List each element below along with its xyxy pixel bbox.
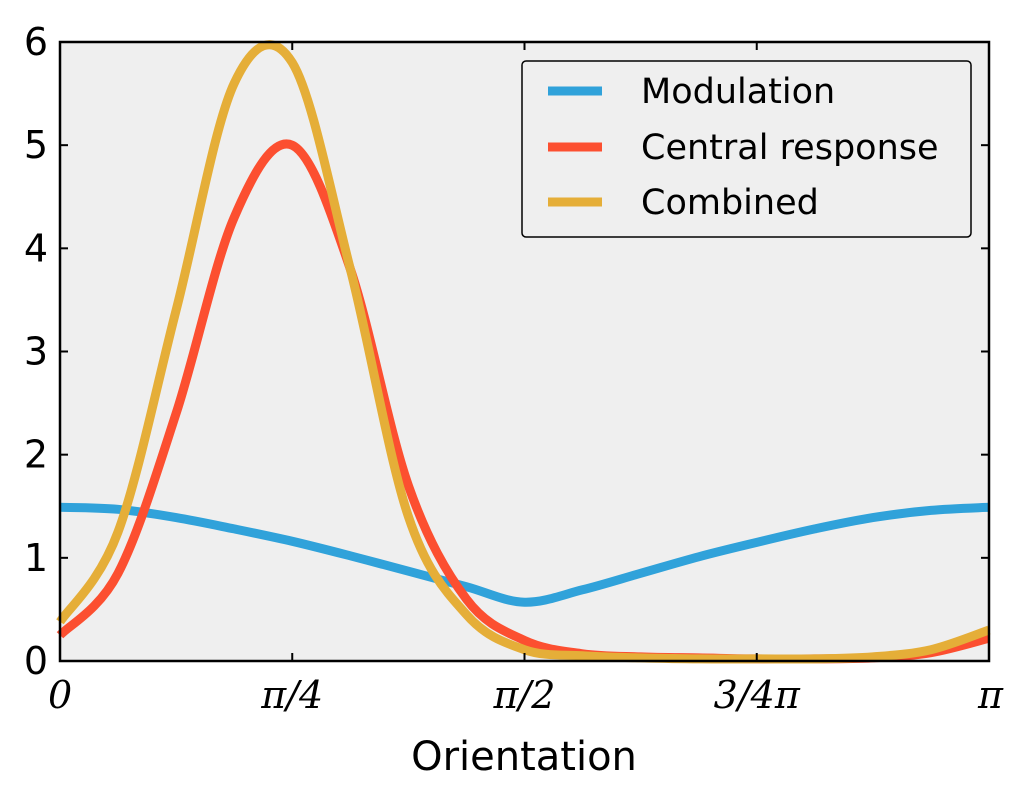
- x-tick-label: π/2: [493, 673, 556, 717]
- x-axis-ticks: 0 π/4 π/2 3/4π π: [48, 42, 1004, 717]
- y-tick-label: 2: [24, 433, 48, 477]
- x-axis-label: Orientation: [411, 734, 637, 780]
- y-tick-label: 1: [24, 536, 48, 580]
- x-tick-label: π: [977, 673, 1004, 717]
- y-tick-label: 3: [24, 330, 48, 374]
- x-tick-label: 3/4π: [714, 673, 801, 717]
- y-tick-label: 5: [24, 123, 48, 167]
- series-line-combined: [56, 40, 991, 664]
- legend-box: [521, 60, 972, 238]
- series-line-modulation: [59, 502, 990, 607]
- y-axis-ticks: 0 1 2 3 4 5 6: [24, 20, 989, 683]
- x-tick-label: 0: [48, 673, 72, 717]
- legend-label-central-response: Central response: [641, 128, 939, 168]
- legend-label-modulation: Modulation: [641, 72, 835, 112]
- legend: Modulation Central response Combined: [521, 60, 972, 238]
- y-tick-label: 4: [24, 226, 48, 270]
- series-layer: [56, 40, 991, 664]
- legend-label-combined: Combined: [641, 183, 819, 223]
- y-tick-label: 0: [24, 639, 48, 683]
- y-tick-label: 6: [24, 20, 48, 64]
- x-tick-label: π/4: [260, 673, 323, 717]
